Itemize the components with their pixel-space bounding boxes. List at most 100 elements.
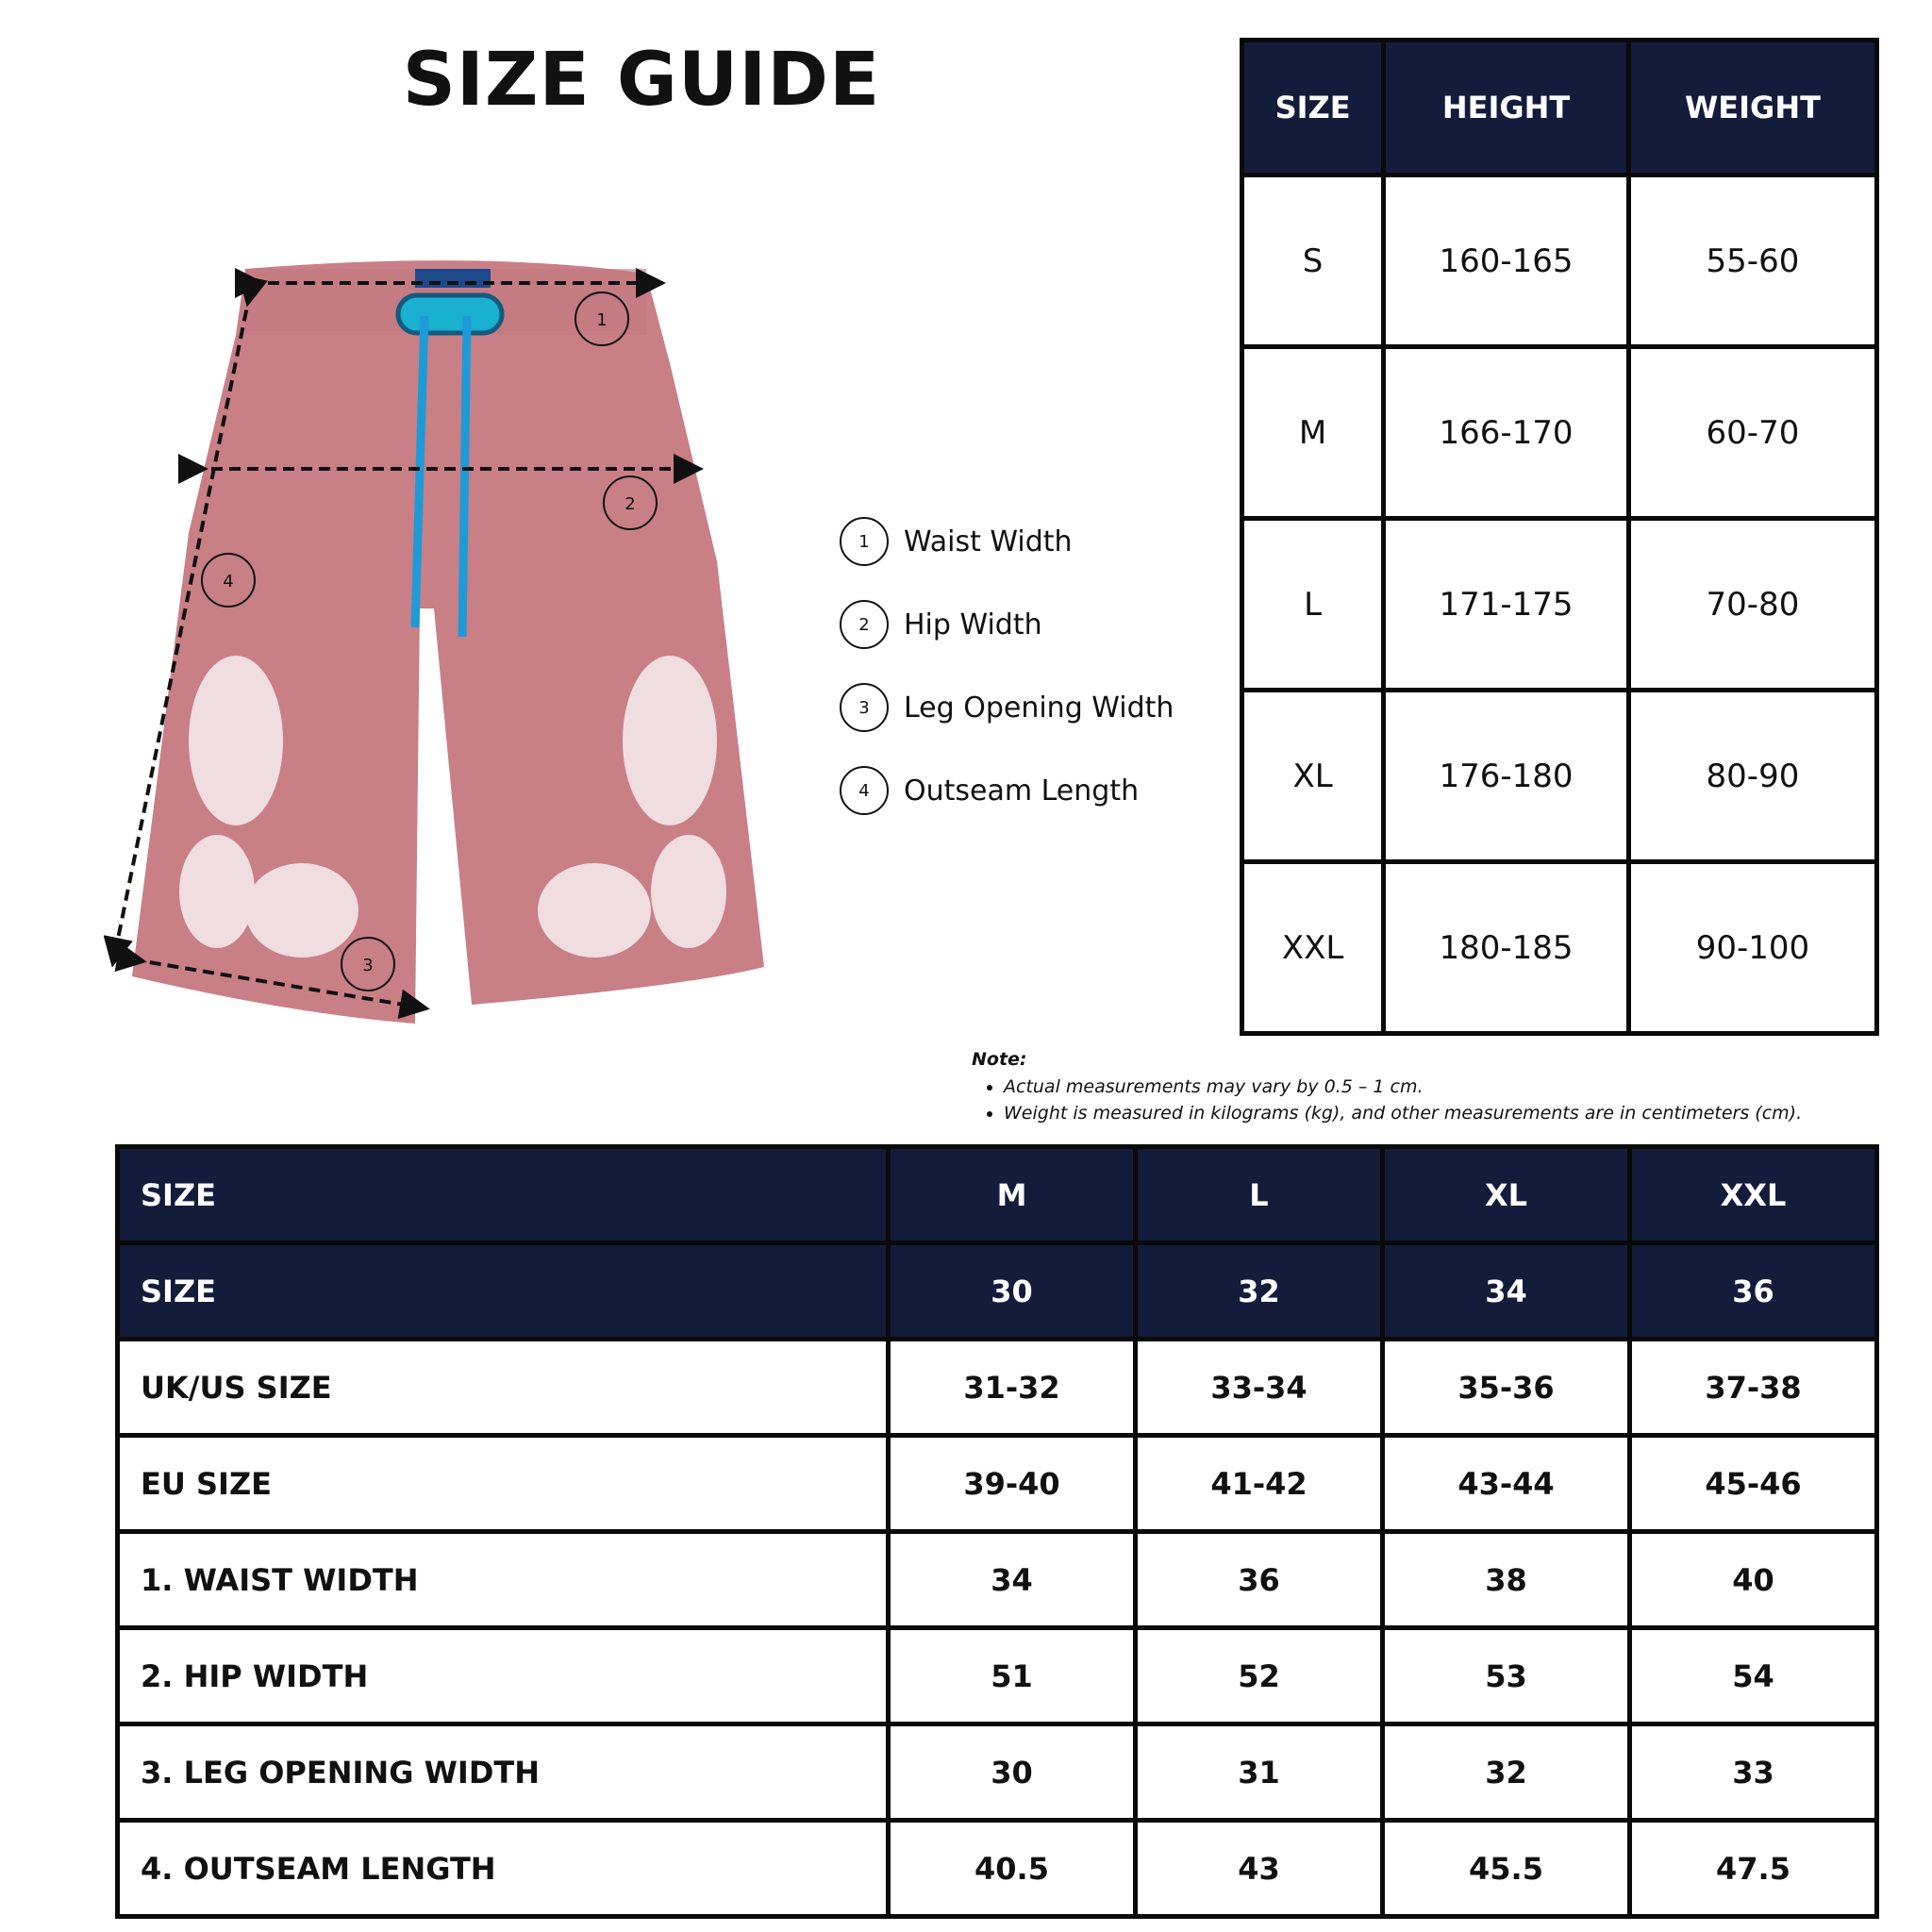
row-label: SIZE <box>115 1241 891 1341</box>
row-label: 3. LEG OPENING WIDTH <box>115 1722 891 1823</box>
value-cell: 31 <box>1133 1722 1385 1823</box>
row-label: UK/US SIZE <box>115 1337 891 1438</box>
table-row: 3. LEG OPENING WIDTH 30 31 32 33 <box>115 1722 1879 1823</box>
palm-print-right <box>538 656 726 958</box>
value-cell: 40 <box>1627 1529 1879 1630</box>
value-cell: 33-34 <box>1133 1337 1385 1438</box>
outseam-measure-line <box>104 275 268 968</box>
table-row: EU SIZE 39-40 41-42 43-44 45-46 <box>115 1433 1879 1534</box>
table-row: XXL 180-185 90-100 <box>1239 859 1880 1036</box>
height-weight-table: SIZE HEIGHT WEIGHT S 160-165 55-60 M 166-170… <box>1239 38 1880 1036</box>
legend-label: Hip Width <box>904 608 1042 641</box>
note-title: Note: <box>972 1049 1027 1070</box>
value-cell: 45-46 <box>1627 1433 1879 1534</box>
logo-patch <box>395 292 505 336</box>
value-cell: 45.5 <box>1380 1818 1632 1919</box>
row-label: SIZE <box>115 1144 891 1245</box>
value-cell: 30 <box>886 1241 1138 1341</box>
value-cell: 43-44 <box>1380 1433 1632 1534</box>
height-cell: 180-185 <box>1381 859 1631 1036</box>
value-cell: 40.5 <box>886 1818 1138 1919</box>
number-circle-icon: 3 <box>840 683 889 732</box>
weight-cell: 90-100 <box>1625 859 1880 1036</box>
row-label: EU SIZE <box>115 1433 891 1534</box>
marker-4: 4 <box>223 572 233 591</box>
note-item: Weight is measured in kilograms (kg), an… <box>1004 1100 1802 1126</box>
page-title: SIZE GUIDE <box>402 38 881 123</box>
value-cell: 36 <box>1627 1241 1879 1341</box>
number-circle-icon: 2 <box>840 600 889 649</box>
leg-opening-measure-line <box>114 941 430 1020</box>
header-weight: WEIGHT <box>1625 38 1880 177</box>
height-cell: 171-175 <box>1381 516 1631 692</box>
table-row: UK/US SIZE 31-32 33-34 35-36 37-38 <box>115 1337 1879 1438</box>
number-circle-icon: 1 <box>840 517 889 566</box>
value-cell: 43 <box>1133 1818 1385 1919</box>
table-header-row: SIZE HEIGHT WEIGHT <box>1239 38 1880 177</box>
number-circle-icon: 4 <box>840 766 889 815</box>
table-row: S 160-165 55-60 <box>1239 173 1880 349</box>
note-item: Actual measurements may vary by 0.5 – 1 … <box>1004 1074 1802 1100</box>
table-row: 1. WAIST WIDTH 34 36 38 40 <box>115 1529 1879 1630</box>
value-cell: XL <box>1380 1144 1632 1245</box>
legend-item: 4 Outseam Length <box>840 749 1174 832</box>
marker-3: 3 <box>362 956 373 975</box>
table-header-row: SIZE 30 32 34 36 <box>115 1241 1879 1341</box>
table-header-row: SIZE M L XL XXL <box>115 1144 1879 1245</box>
value-cell: 39-40 <box>886 1433 1138 1534</box>
measurement-legend: 1 Waist Width 2 Hip Width 3 Leg Opening … <box>840 500 1174 832</box>
value-cell: 36 <box>1133 1529 1385 1630</box>
value-cell: 41-42 <box>1133 1433 1385 1534</box>
measurement-table: SIZE M L XL XXL SIZE 30 32 34 36 UK/US SIZE 31-32 33… <box>115 1144 1879 1919</box>
header-height: HEIGHT <box>1381 38 1631 177</box>
table-row: 2. HIP WIDTH 51 52 53 54 <box>115 1625 1879 1726</box>
table-row: XL 176-180 80-90 <box>1239 688 1880 864</box>
value-cell: 32 <box>1133 1241 1385 1341</box>
value-cell: 37-38 <box>1627 1337 1879 1438</box>
legend-label: Leg Opening Width <box>904 691 1174 724</box>
row-label: 2. HIP WIDTH <box>115 1625 891 1726</box>
marker-2: 2 <box>625 494 635 514</box>
legend-item: 3 Leg Opening Width <box>840 666 1174 749</box>
value-cell: 32 <box>1380 1722 1632 1823</box>
value-cell: 54 <box>1627 1625 1879 1726</box>
marker-1: 1 <box>596 310 607 330</box>
table-row: L 171-175 70-80 <box>1239 516 1880 692</box>
height-cell: 176-180 <box>1381 688 1631 864</box>
table-row: 4. OUTSEAM LENGTH 40.5 43 45.5 47.5 <box>115 1818 1879 1919</box>
weight-cell: 80-90 <box>1625 688 1880 864</box>
value-cell: 34 <box>886 1529 1138 1630</box>
size-cell: L <box>1239 516 1387 692</box>
row-label: 1. WAIST WIDTH <box>115 1529 891 1630</box>
value-cell: 31-32 <box>886 1337 1138 1438</box>
value-cell: 30 <box>886 1722 1138 1823</box>
value-cell: XXL <box>1627 1144 1879 1245</box>
shorts-diagram: 1 2 3 4 <box>104 260 764 1024</box>
legend-item: 2 Hip Width <box>840 583 1174 666</box>
size-cell: XXL <box>1239 859 1387 1036</box>
value-cell: M <box>886 1144 1138 1245</box>
value-cell: L <box>1133 1144 1385 1245</box>
height-cell: 160-165 <box>1381 173 1631 349</box>
value-cell: 33 <box>1627 1722 1879 1823</box>
value-cell: 53 <box>1380 1625 1632 1726</box>
weight-cell: 60-70 <box>1625 344 1880 521</box>
table-row: M 166-170 60-70 <box>1239 344 1880 521</box>
value-cell: 47.5 <box>1627 1818 1879 1919</box>
value-cell: 38 <box>1380 1529 1632 1630</box>
note: Note: Actual measurements may vary by 0.… <box>972 1049 1802 1126</box>
shorts-body <box>132 260 764 1024</box>
height-cell: 166-170 <box>1381 344 1631 521</box>
value-cell: 52 <box>1133 1625 1385 1726</box>
value-cell: 51 <box>886 1625 1138 1726</box>
weight-cell: 70-80 <box>1625 516 1880 692</box>
weight-cell: 55-60 <box>1625 173 1880 349</box>
size-cell: S <box>1239 173 1387 349</box>
legend-item: 1 Waist Width <box>840 500 1174 583</box>
legend-label: Waist Width <box>904 525 1073 558</box>
value-cell: 35-36 <box>1380 1337 1632 1438</box>
value-cell: 34 <box>1380 1241 1632 1341</box>
size-cell: M <box>1239 344 1387 521</box>
size-cell: XL <box>1239 688 1387 864</box>
header-size: SIZE <box>1239 38 1387 177</box>
